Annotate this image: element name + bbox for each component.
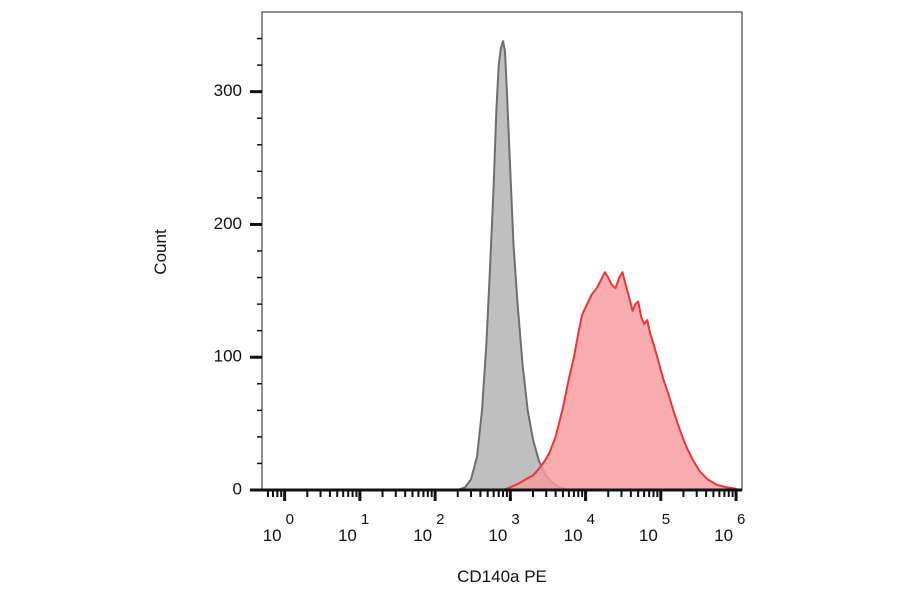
series-layer [456,40,737,491]
y-tick-label: 100 [214,347,242,366]
x-tick-label: 10 [413,526,432,545]
x-tick-exponent: 6 [737,511,745,528]
x-tick-base: 10 [413,526,432,545]
x-tick-exponent: 0 [286,511,294,528]
x-tick-exponent: 3 [511,511,519,528]
x-tick-base: 10 [488,526,507,545]
x-tick-exponent: 1 [361,511,369,528]
x-tick-base: 10 [338,526,357,545]
x-tick-base: 10 [639,526,658,545]
x-tick-label: 10 [263,526,282,545]
x-tick-label: 10 [338,526,357,545]
x-tick-exponent: 5 [662,511,670,528]
series-1-area [456,40,570,491]
x-tick-label: 10 [488,526,507,545]
y-tick-label: 0 [233,480,242,499]
x-tick-base: 10 [263,526,282,545]
x-axis-label: CD140a PE [457,567,547,586]
x-tick-label: 10 [564,526,583,545]
x-tick-exponent: 4 [587,511,595,528]
series-2-area [502,271,737,491]
y-tick-label: 200 [214,214,242,233]
x-tick-base: 10 [714,526,733,545]
x-tick-label: 10 [639,526,658,545]
y-axis-label: Count [151,229,170,275]
x-tick-base: 10 [564,526,583,545]
x-tick-exponent: 2 [436,511,444,528]
x-tick-label: 10 [714,526,733,545]
y-axis: 0 100 200 300 [214,37,262,499]
y-tick-label: 300 [214,81,242,100]
